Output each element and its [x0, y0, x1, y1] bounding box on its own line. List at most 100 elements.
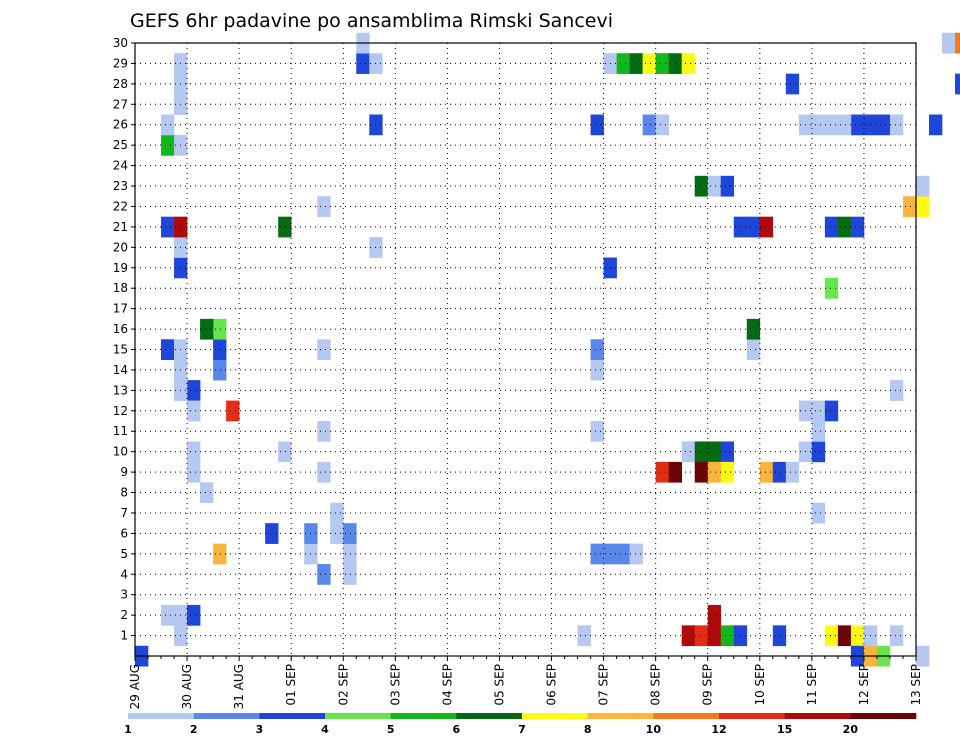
heatmap-cell — [681, 625, 696, 647]
heatmap-cell — [889, 114, 904, 136]
heatmap-cell — [655, 461, 669, 483]
legend-label: 3 — [256, 723, 264, 736]
x-tick-label: 29 AUG — [128, 664, 142, 709]
heatmap-cell — [694, 441, 709, 463]
heatmap-cell — [343, 523, 357, 544]
y-tick-label: 2 — [120, 608, 128, 622]
heatmap-cell — [200, 482, 214, 504]
heatmap-cell — [942, 32, 956, 54]
heatmap-cell — [213, 543, 227, 565]
heatmap-cell — [330, 502, 344, 524]
heatmap-cell — [343, 564, 357, 585]
y-tick-label: 3 — [120, 588, 128, 602]
heatmap-cell — [811, 441, 826, 463]
x-tick-label: 07 SEP — [597, 664, 611, 706]
legend-swatch — [325, 713, 391, 719]
heatmap-cell — [707, 441, 722, 463]
legend-label: 20 — [843, 723, 859, 736]
y-tick-label: 5 — [120, 547, 128, 561]
heatmap-cell — [161, 134, 175, 156]
heatmap-cell — [746, 216, 761, 238]
legend-swatch — [259, 713, 326, 719]
heatmap-cell — [707, 175, 722, 197]
y-tick-label: 8 — [120, 486, 128, 500]
y-tick-label: 4 — [120, 567, 128, 581]
heatmap-cell — [278, 216, 292, 238]
x-tick-label: 09 SEP — [701, 664, 715, 706]
heatmap-cell — [785, 73, 800, 95]
heatmap-cell — [811, 400, 826, 422]
legend-label: 5 — [387, 723, 395, 736]
heatmap-cell — [590, 114, 604, 136]
heatmap-cell — [707, 604, 722, 626]
legend-label: 2 — [190, 723, 198, 736]
heatmap-cell — [187, 604, 201, 626]
legend-swatch — [522, 713, 588, 719]
legend-label: 1 — [124, 723, 132, 736]
y-tick-label: 6 — [120, 526, 128, 540]
y-axis: 1234567891011121314151617181920212223242… — [113, 36, 135, 643]
heatmap-cell — [161, 114, 175, 136]
heatmap-cell — [707, 625, 722, 647]
legend-swatch — [653, 713, 720, 719]
heatmap-cell — [317, 564, 331, 585]
x-axis: 29 AUG 30 AUG 31 AUG 01 SEP 02 SEP 03 SEP 04 S… — [128, 656, 923, 709]
heatmap-cell — [720, 441, 735, 463]
heatmap-cell — [824, 216, 839, 238]
heatmap-cell — [916, 196, 930, 217]
heatmap-cell — [616, 543, 630, 565]
heatmap-cell — [850, 216, 865, 238]
heatmap-cell — [955, 32, 960, 54]
y-tick-label: 14 — [113, 363, 128, 377]
heatmap-cell — [642, 114, 656, 136]
legend-label: 12 — [711, 723, 726, 736]
x-tick-label: 11 SEP — [805, 664, 819, 706]
y-tick-label: 18 — [113, 281, 128, 295]
heatmap-cell — [590, 359, 604, 381]
y-tick-label: 23 — [113, 179, 128, 193]
legend-swatch — [719, 713, 785, 719]
x-tick-label: 08 SEP — [649, 664, 663, 706]
y-tick-label: 16 — [113, 322, 128, 336]
x-tick-label: 03 SEP — [388, 664, 402, 706]
x-tick-label: 05 SEP — [492, 664, 506, 706]
heatmap-cell — [837, 216, 852, 238]
heatmap-cells — [135, 32, 960, 667]
heatmap-cell — [824, 400, 839, 422]
y-tick-label: 17 — [113, 302, 128, 316]
y-tick-label: 7 — [120, 506, 128, 520]
heatmap-cell — [187, 461, 201, 483]
heatmap-cell — [824, 114, 839, 136]
heatmap-cell — [655, 53, 669, 74]
heatmap-cell — [629, 543, 643, 565]
heatmap-cell — [343, 543, 357, 565]
y-tick-label: 22 — [113, 199, 128, 213]
x-tick-label: 02 SEP — [336, 664, 350, 706]
heatmap-cell — [955, 73, 960, 95]
legend-label: 8 — [584, 723, 592, 736]
heatmap-cell — [629, 53, 643, 74]
y-tick-label: 24 — [113, 159, 128, 173]
heatmap-cell — [720, 175, 735, 197]
heatmap-cell — [616, 53, 630, 74]
heatmap-cell — [707, 461, 722, 483]
heatmap-cell — [916, 645, 930, 667]
heatmap-cell — [681, 441, 696, 463]
heatmap-cell — [889, 380, 904, 401]
legend-swatch — [128, 713, 194, 719]
heatmap-cell — [187, 380, 201, 401]
heatmap-cell — [694, 461, 709, 483]
y-tick-label: 30 — [113, 36, 128, 50]
heatmap-cell — [759, 461, 774, 483]
heatmap-cell — [694, 625, 709, 647]
x-tick-label: 01 SEP — [284, 664, 298, 706]
heatmap-cell — [811, 421, 826, 442]
heatmap-cell — [161, 216, 175, 238]
heatmap-cell — [902, 196, 917, 217]
heatmap-cell — [317, 196, 331, 217]
x-tick-label: 30 AUG — [180, 664, 194, 709]
grid-lines — [134, 42, 917, 656]
heatmap-cell — [681, 53, 696, 74]
legend-swatch — [456, 713, 523, 719]
